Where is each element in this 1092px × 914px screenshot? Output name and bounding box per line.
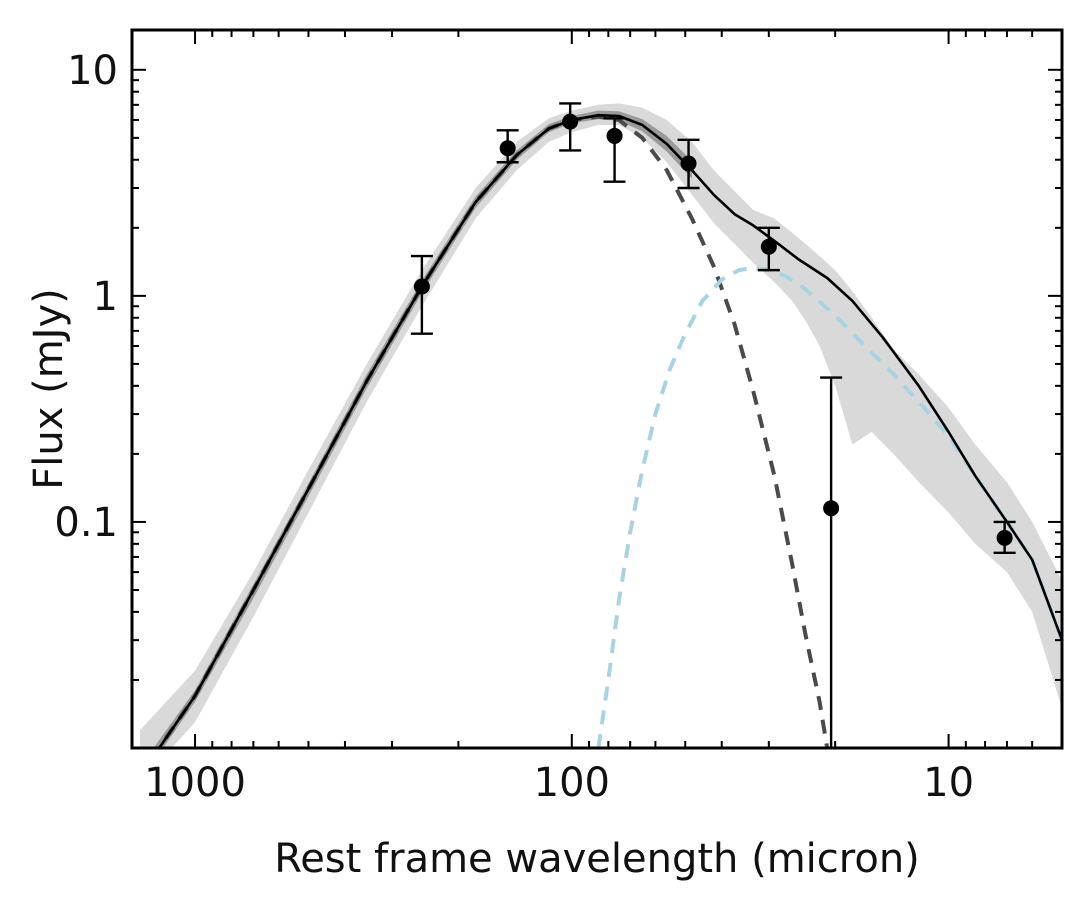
- data-point-marker: [996, 529, 1013, 546]
- x-tick-label: 1000: [144, 760, 246, 806]
- data-point: [993, 520, 1016, 555]
- data-point-marker: [499, 140, 516, 157]
- uncertainty-bands: [140, 103, 1062, 748]
- data-point-marker: [823, 500, 840, 517]
- x-tick-label: 10: [923, 760, 974, 806]
- observed-points: [410, 102, 1016, 748]
- y-tick-label: 1: [93, 274, 118, 320]
- y-tick-label: 10: [67, 48, 118, 94]
- data-point-marker: [606, 127, 623, 144]
- data-point: [559, 102, 582, 152]
- data-point: [410, 254, 433, 335]
- total-model-dash-overlay: [157, 114, 1062, 748]
- data-point: [820, 376, 843, 748]
- plot-frame: [130, 28, 1064, 750]
- data-point: [603, 117, 626, 183]
- data-point-marker: [760, 238, 777, 255]
- axis-ticks: [132, 30, 1063, 749]
- y-axis-label: Flux (mJy): [26, 288, 72, 490]
- tick-labels: 1000 100 10 10 1 0.1: [54, 48, 974, 806]
- data-point-marker: [562, 113, 579, 130]
- y-tick-label: 0.1: [54, 500, 118, 546]
- data-point: [677, 138, 700, 190]
- data-point-marker: [413, 278, 430, 295]
- data-point: [757, 226, 780, 272]
- x-axis-label: Rest frame wavelength (micron): [274, 836, 920, 882]
- uncertainty-band-outer: [140, 103, 1062, 748]
- data-point-marker: [680, 155, 697, 172]
- data-point: [496, 129, 519, 164]
- x-tick-label: 100: [534, 760, 610, 806]
